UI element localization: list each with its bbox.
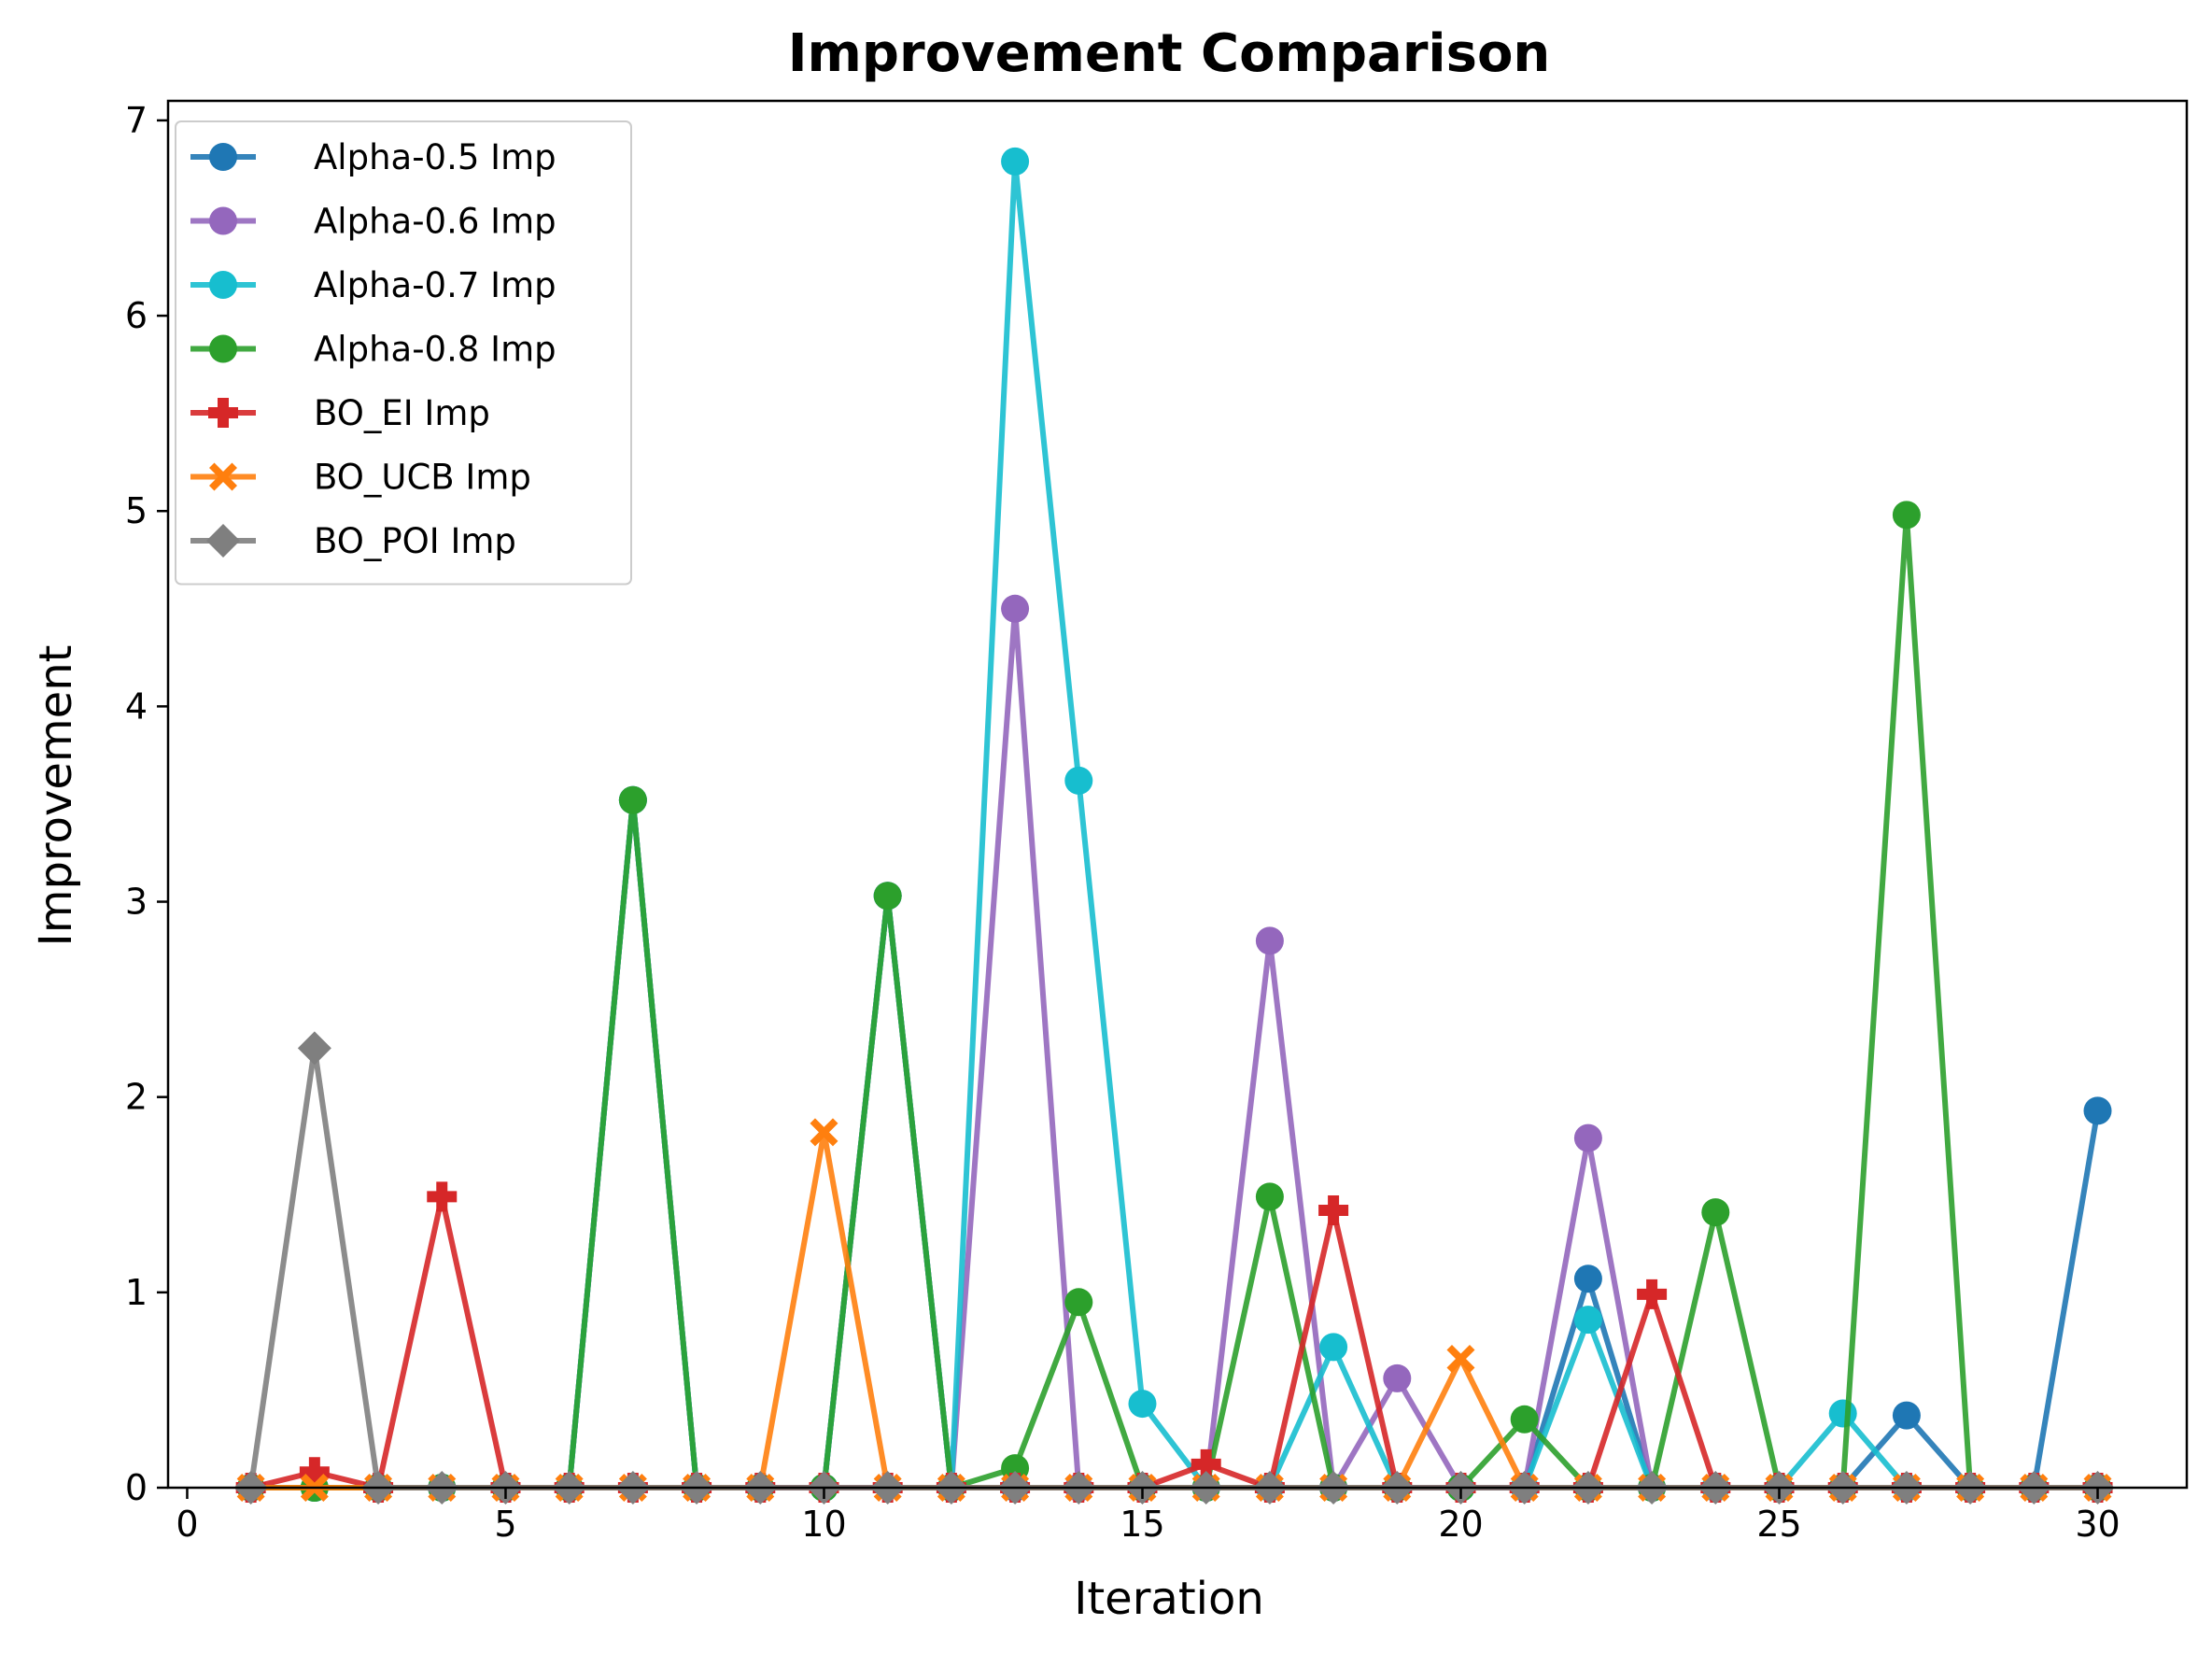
data-point [1001, 147, 1030, 176]
legend-entry: Alpha-0.6 Imp [190, 202, 557, 242]
legend-marker [209, 206, 237, 235]
x-tick-label: 25 [1756, 1504, 1801, 1545]
data-point [1573, 1264, 1602, 1293]
legend-label: BO_UCB Imp [314, 458, 531, 498]
legend-label: Alpha-0.5 Imp [314, 137, 557, 177]
y-tick-label: 1 [125, 1272, 148, 1313]
legend-entry: Alpha-0.5 Imp [190, 137, 557, 177]
legend-entry: BO_EI Imp [190, 393, 490, 433]
data-point [1510, 1405, 1539, 1434]
data-point [1892, 1401, 1921, 1430]
x-tick-label: 0 [176, 1504, 198, 1545]
data-point [810, 1118, 838, 1147]
data-point [1255, 1182, 1284, 1211]
series-line [250, 797, 2101, 1491]
series-line [247, 1045, 2098, 1491]
series-alpha-0-5-imp [236, 785, 2112, 1502]
data-point [1064, 1288, 1093, 1317]
legend-marker [206, 524, 240, 558]
data-point [1383, 1363, 1412, 1392]
data-point [1892, 501, 1921, 530]
legend-entry: BO_UCB Imp [190, 458, 531, 498]
legend-label: BO_POI Imp [314, 521, 516, 561]
series-line [250, 1129, 2098, 1491]
chart-title: Improvement Comparison [788, 23, 1551, 84]
legend-entry: Alpha-0.8 Imp [190, 330, 557, 370]
y-tick-label: 7 [125, 100, 148, 141]
data-point [2083, 1096, 2112, 1125]
legend-label: Alpha-0.6 Imp [314, 202, 557, 242]
legend-marker [208, 398, 238, 428]
data-point [1828, 1399, 1857, 1428]
x-tick-label: 20 [1438, 1504, 1483, 1545]
data-point [1001, 1454, 1030, 1483]
data-point [1255, 926, 1284, 955]
data-point [297, 1031, 331, 1066]
data-point [299, 1457, 330, 1488]
plot-frame [166, 99, 2189, 1490]
data-point [618, 785, 647, 814]
data-point [1319, 1333, 1348, 1362]
data-point [873, 882, 902, 911]
x-tick-label: 30 [2075, 1504, 2120, 1545]
x-tick-label: 5 [494, 1504, 516, 1545]
data-point [1573, 1123, 1602, 1152]
data-point [1446, 1344, 1475, 1373]
series-alpha-0-6-imp [236, 594, 2112, 1502]
x-axis-label: Iteration [1074, 1573, 1264, 1625]
legend-marker [209, 271, 237, 299]
data-point [1318, 1195, 1349, 1225]
data-point [1191, 1448, 1221, 1479]
data-point [1637, 1279, 1668, 1309]
y-tick-label: 5 [125, 490, 148, 531]
y-tick-label: 2 [125, 1077, 148, 1118]
data-point [1701, 1198, 1730, 1227]
series-line [250, 605, 2098, 1491]
data-point [1001, 594, 1030, 623]
y-tick-label: 3 [125, 882, 148, 923]
data-point [1064, 766, 1093, 795]
series-bo-poi-imp [233, 1031, 2115, 1505]
axes: 0 5 10 15 20 25 30 0 1 2 3 4 5 6 7 [125, 99, 2189, 1545]
legend-box [175, 120, 632, 586]
data-point [1573, 1306, 1602, 1335]
legend-marker [209, 334, 237, 363]
legend-entry: Alpha-0.7 Imp [190, 265, 557, 305]
y-tick-label: 4 [125, 685, 148, 727]
legend-marker [209, 143, 237, 171]
y-tick-label: 0 [125, 1467, 148, 1508]
y-axis-label: Improvement [30, 645, 82, 947]
legend: Alpha-0.5 Imp Alpha-0.6 Imp Alpha-0.7 Imp A… [175, 120, 632, 586]
legend-label: Alpha-0.7 Imp [314, 265, 557, 305]
x-tick-label: 15 [1120, 1504, 1164, 1545]
y-tick-label: 6 [125, 295, 148, 336]
legend-label: Alpha-0.8 Imp [314, 330, 557, 370]
data-point [1128, 1390, 1157, 1419]
legend-entry: BO_POI Imp [190, 521, 516, 561]
data-point [427, 1181, 458, 1212]
x-tick-label: 10 [801, 1504, 846, 1545]
series-alpha-0-8-imp [236, 501, 2112, 1502]
series-line [250, 512, 2098, 1491]
series-bo-ei-imp [235, 1181, 2113, 1503]
legend-label: BO_EI Imp [314, 393, 490, 433]
legend-marker [209, 462, 237, 491]
